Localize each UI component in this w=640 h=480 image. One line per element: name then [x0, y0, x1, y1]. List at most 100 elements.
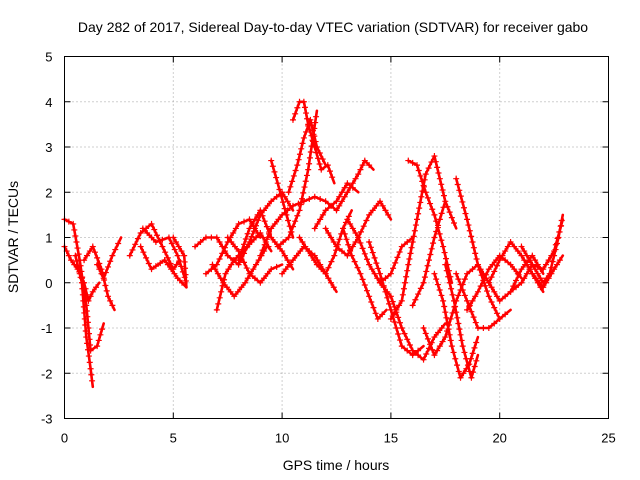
plus-marker	[472, 250, 479, 257]
plus-marker	[464, 362, 471, 369]
plus-marker	[271, 168, 278, 175]
plus-marker	[523, 261, 530, 268]
plus-marker	[472, 319, 479, 326]
plus-marker	[418, 193, 425, 200]
series-track-21	[289, 98, 336, 185]
plus-marker	[322, 207, 329, 214]
plus-marker	[349, 180, 356, 187]
plus-marker	[261, 218, 268, 225]
plus-marker	[257, 279, 264, 286]
plus-marker	[452, 303, 459, 310]
plus-marker	[435, 222, 442, 229]
plus-marker	[470, 314, 477, 321]
plus-marker	[347, 184, 354, 191]
plus-marker	[391, 318, 398, 325]
plus-marker	[404, 347, 411, 354]
plus-marker	[259, 247, 266, 254]
plus-marker	[325, 264, 332, 271]
plus-marker	[469, 350, 476, 357]
plus-marker	[255, 217, 262, 224]
plus-marker	[140, 249, 147, 256]
plus-marker	[555, 234, 562, 241]
plus-marker	[306, 127, 313, 134]
plus-marker	[470, 369, 477, 376]
plus-marker	[268, 157, 275, 164]
plus-marker	[148, 220, 155, 227]
plus-marker	[392, 259, 399, 266]
plus-marker	[159, 236, 166, 243]
plus-marker	[234, 288, 241, 295]
plus-marker	[105, 263, 112, 270]
plus-marker	[107, 297, 114, 304]
plus-marker	[443, 314, 450, 321]
plus-marker	[303, 128, 310, 135]
series-track-6	[126, 220, 182, 273]
plus-marker	[341, 193, 348, 200]
plus-marker	[308, 132, 315, 139]
plus-marker	[336, 193, 343, 200]
plus-marker	[311, 193, 318, 200]
plus-marker	[159, 243, 166, 250]
plus-marker	[231, 293, 238, 300]
x-axis-label: GPS time / hours	[283, 457, 390, 473]
plus-marker	[431, 211, 438, 218]
plus-marker	[345, 213, 352, 220]
plus-marker	[429, 346, 436, 353]
plus-marker	[266, 230, 273, 237]
plus-marker	[268, 225, 275, 232]
plus-marker	[443, 255, 450, 262]
plus-marker	[477, 283, 484, 290]
plus-marker	[279, 248, 286, 255]
plus-marker	[529, 261, 536, 268]
plus-marker	[436, 286, 443, 293]
plus-marker	[429, 206, 436, 213]
plus-marker	[161, 257, 168, 264]
plus-marker	[202, 234, 209, 241]
plus-marker	[338, 198, 345, 205]
plus-marker	[95, 337, 102, 344]
plus-marker	[406, 341, 413, 348]
plus-marker	[435, 170, 442, 177]
plus-marker	[357, 239, 364, 246]
plus-marker	[289, 116, 296, 123]
plus-marker	[552, 246, 559, 253]
plus-marker	[425, 257, 432, 264]
plus-marker	[349, 225, 356, 232]
plus-marker	[453, 309, 460, 316]
plus-marker	[85, 353, 92, 360]
plus-marker	[521, 275, 528, 282]
plus-marker	[107, 258, 114, 265]
plus-marker	[493, 310, 500, 317]
plus-marker	[436, 175, 443, 182]
plus-marker	[213, 306, 220, 313]
series-track-9	[170, 234, 189, 289]
plus-marker	[414, 162, 421, 169]
plus-marker	[221, 244, 228, 251]
plus-marker	[246, 270, 253, 277]
plus-marker	[469, 239, 476, 246]
plus-marker	[463, 355, 470, 362]
plus-marker	[477, 266, 484, 273]
plus-marker	[280, 239, 287, 246]
plus-marker	[488, 284, 495, 291]
plus-marker	[464, 306, 471, 313]
plus-marker	[105, 293, 112, 300]
plus-marker	[251, 216, 258, 223]
plus-marker	[363, 256, 370, 263]
plus-marker	[294, 212, 301, 219]
plus-marker	[469, 297, 476, 304]
plus-marker	[545, 275, 552, 282]
plus-marker	[261, 241, 268, 248]
series-track-7	[137, 243, 188, 289]
plus-marker	[366, 211, 373, 218]
plus-marker	[318, 166, 325, 173]
plus-marker	[178, 263, 185, 270]
plus-marker	[532, 257, 539, 264]
plus-marker	[458, 337, 465, 344]
plus-marker	[316, 160, 323, 167]
plus-marker	[540, 266, 547, 273]
plus-marker	[273, 263, 280, 270]
plus-marker	[319, 156, 326, 163]
series-track-22	[296, 209, 354, 277]
plus-marker	[252, 261, 259, 268]
